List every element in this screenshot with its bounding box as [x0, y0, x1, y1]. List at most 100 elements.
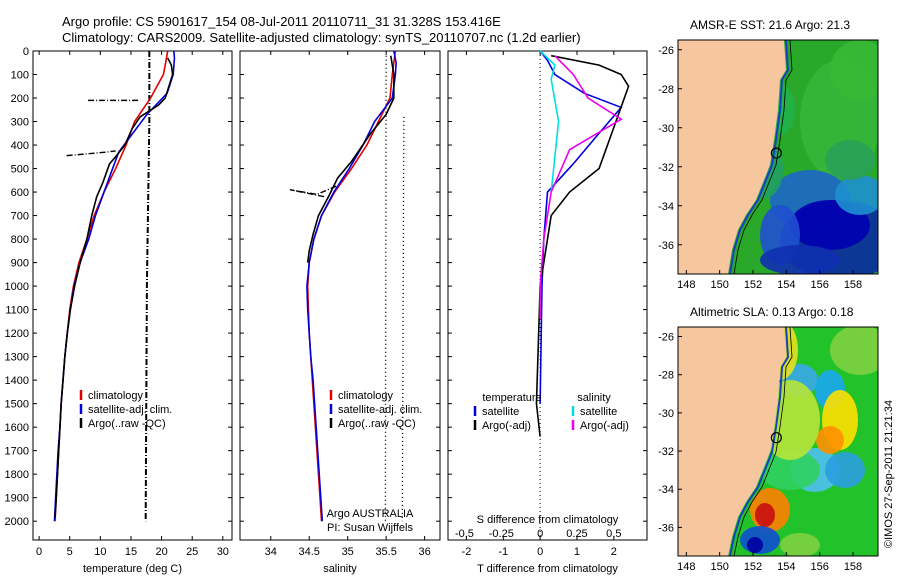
field-patch — [760, 450, 820, 490]
field-patch — [816, 426, 844, 454]
sst-map-title: AMSR-E SST: 21.6 Argo: 21.3 — [690, 18, 851, 32]
y-tick-label: -30 — [658, 123, 674, 135]
raw-argo-line — [289, 185, 337, 198]
top-axis-label: S difference from climatology — [477, 514, 619, 526]
series-line — [306, 50, 397, 522]
y-tick-label: 600 — [11, 187, 29, 199]
y-tick-label: 1500 — [5, 399, 29, 411]
x-tick-label: 148 — [677, 279, 695, 291]
x-tick-label: 34.5 — [299, 546, 320, 558]
y-tick-label: -36 — [658, 522, 674, 534]
top-tick-label: 0 — [537, 528, 543, 540]
top-tick-label: -0.25 — [489, 528, 514, 540]
field-patch — [835, 175, 878, 215]
y-tick-label: 200 — [11, 93, 29, 105]
field-patch — [780, 533, 820, 556]
x-tick-label: 152 — [744, 279, 762, 291]
panel-salinity: 34 34.5 35 35.5 36 salinity climatology satelli… — [239, 50, 441, 575]
map-field-sst — [678, 40, 878, 274]
map-sst: 148 150 152 154 156 158 -26 -28 -30 -32 -34 -36 — [658, 39, 879, 291]
legend-title: temperature — [482, 392, 541, 404]
argo-position-marker — [770, 147, 782, 159]
x-axis-label: temperature (deg C) — [83, 563, 182, 575]
legend-label: satellite-adj. clim. — [338, 404, 422, 416]
x-tick-label: 150 — [710, 279, 728, 291]
y-tick-label: -30 — [658, 408, 674, 420]
x-tick-label: 34 — [265, 546, 277, 558]
field-patch — [755, 503, 775, 527]
y-tick-label: 400 — [11, 140, 29, 152]
legend-label: Argo(-adj) — [482, 420, 531, 432]
x-tick-label: 35 — [342, 546, 354, 558]
y-tick-label: 700 — [11, 211, 29, 223]
y-tick-label: -32 — [658, 446, 674, 458]
legend-label: Argo(-adj) — [580, 420, 629, 432]
raw-argo-line — [144, 51, 151, 522]
x-tick-label: 25 — [186, 546, 198, 558]
y-tick-label: 900 — [11, 258, 29, 270]
land-mass — [678, 40, 786, 274]
y-tick-label: 300 — [11, 117, 29, 129]
y-tick-label: 500 — [11, 164, 29, 176]
land-mass — [678, 327, 786, 556]
x-tick-label: 0 — [537, 546, 543, 558]
x-tick-label: 10 — [94, 546, 106, 558]
y-tick-label: -28 — [658, 84, 674, 96]
y-tick-label: 1800 — [5, 469, 29, 481]
y-tick-label: -34 — [658, 201, 674, 213]
x-tick-label: 35.5 — [375, 546, 396, 558]
x-axis-label: T difference from climatology — [477, 563, 618, 575]
y-tick-label: 1400 — [5, 375, 29, 387]
x-tick-label: -1 — [498, 546, 508, 558]
y-tick-label: 1200 — [5, 328, 29, 340]
legend-label: satellite — [482, 406, 519, 418]
y-tick-label: -32 — [658, 162, 674, 174]
y-tick-label: -26 — [658, 332, 674, 344]
y-tick-label: -34 — [658, 484, 674, 496]
y-tick-label: 1100 — [5, 305, 29, 317]
field-patch — [760, 245, 840, 274]
panel-frame-temperature — [32, 50, 233, 541]
series-line — [306, 55, 395, 263]
figure-title-line-1: Argo profile: CS 5901617_154 08-Jul-2011… — [62, 14, 501, 29]
map-field-sla — [678, 327, 878, 556]
field-patch — [747, 537, 763, 553]
raw-argo-line — [384, 55, 387, 522]
x-tick-label: 156 — [810, 561, 828, 573]
field-patch — [830, 40, 878, 100]
field-patch — [825, 452, 865, 488]
y-tick-label: -28 — [658, 370, 674, 382]
panel-temperature: 0 5 10 15 20 25 30 temperature (deg C) 0 100 200 30… — [5, 46, 233, 575]
y-tick-label: 1600 — [5, 422, 29, 434]
shelf-edge — [729, 327, 790, 556]
x-tick-label: 158 — [844, 561, 862, 573]
panel-difference: -2 -1 0 1 2 T difference from climatology temp… — [447, 50, 648, 575]
series-line — [535, 54, 630, 437]
top-tick-label: -0.5 — [455, 528, 474, 540]
x-tick-label: 158 — [844, 279, 862, 291]
legend-label: climatology — [338, 390, 394, 402]
map-sla: 148 150 152 154 156 158 -26 -28 -30 -32 -34 -36 — [658, 326, 879, 573]
y-tick-label: 800 — [11, 234, 29, 246]
annotation: Argo AUSTRALIA — [327, 508, 414, 520]
map-frame — [677, 326, 879, 557]
figure-title-line-2: Climatology: CARS2009. Satellite-adjuste… — [62, 30, 581, 45]
x-tick-label: -2 — [462, 546, 472, 558]
coastline-contour — [733, 327, 793, 556]
y-tick-label: 0 — [23, 46, 29, 58]
legend-label: climatology — [88, 390, 144, 402]
top-tick-label: 0.5 — [606, 528, 621, 540]
y-tick-label: 1300 — [5, 352, 29, 364]
x-tick-label: 154 — [777, 279, 795, 291]
x-tick-label: 156 — [810, 279, 828, 291]
map-frame — [677, 39, 879, 275]
field-patch — [830, 327, 878, 375]
field-patch — [825, 140, 875, 180]
series-line — [54, 57, 174, 518]
top-tick-label: 0.25 — [566, 528, 587, 540]
sla-map-title: Altimetric SLA: 0.13 Argo: 0.18 — [690, 305, 854, 319]
x-tick-label: 36 — [418, 546, 430, 558]
y-tick-label: 2000 — [5, 516, 29, 528]
raw-argo-line — [66, 150, 116, 157]
